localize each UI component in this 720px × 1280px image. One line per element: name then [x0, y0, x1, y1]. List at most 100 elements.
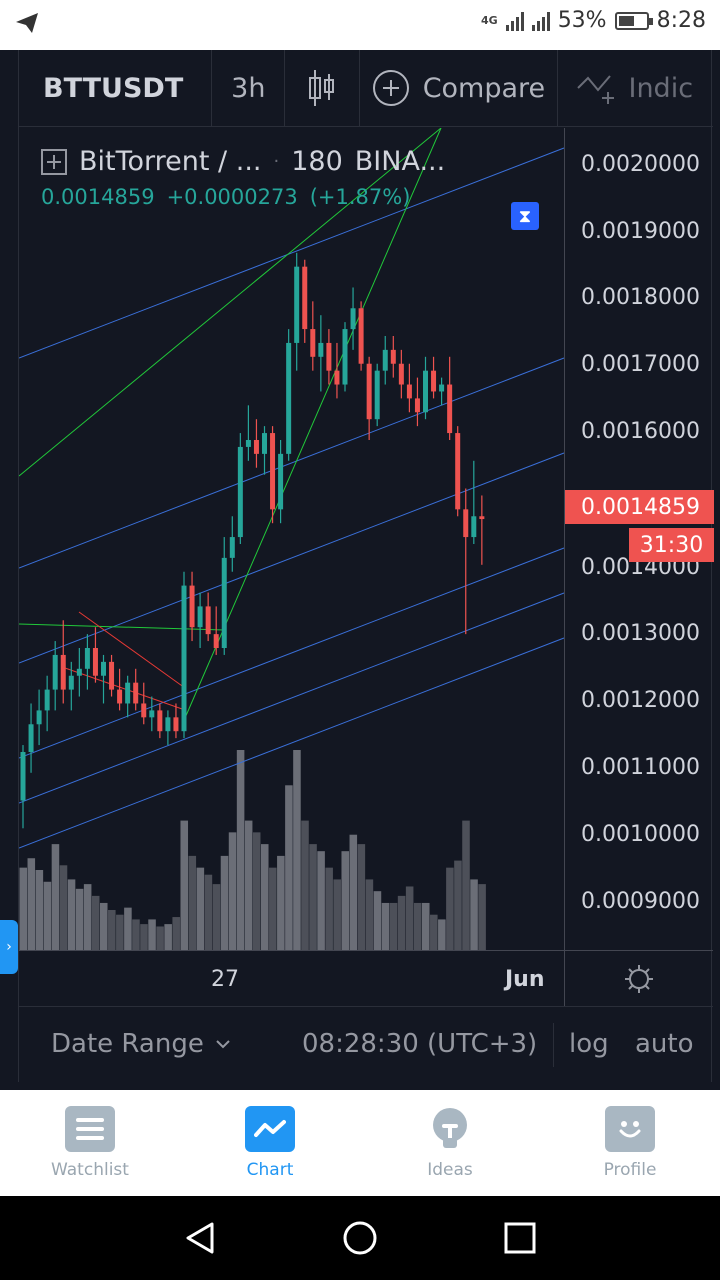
candle-body [92, 648, 98, 676]
bottom-navigation: Watchlist Chart Ideas Profile [0, 1090, 720, 1196]
indicators-label: Indic [628, 72, 694, 104]
volume-bar [244, 820, 253, 950]
trendline-green[interactable] [184, 128, 442, 719]
recents-icon[interactable] [504, 1222, 536, 1254]
chart-settings-button[interactable] [564, 951, 713, 1007]
chart-type-button[interactable] [285, 50, 361, 126]
volume-bar [309, 844, 317, 950]
nav-ideas[interactable]: Ideas [360, 1090, 540, 1196]
symbol-search-button[interactable]: BTTUSDT [19, 50, 213, 126]
side-panel-toggle[interactable]: › [0, 920, 18, 974]
candle-body [406, 384, 412, 399]
volume-bar [333, 879, 341, 950]
nav-label: Profile [603, 1160, 657, 1180]
trendline-red[interactable] [64, 667, 186, 711]
telegram-icon [14, 10, 40, 40]
volume-bar [67, 879, 76, 950]
candle-body [334, 370, 340, 385]
chevron-down-icon [216, 1040, 230, 1049]
compare-button[interactable]: Compare [360, 50, 559, 126]
candle-body [149, 710, 155, 718]
candle-body [20, 752, 26, 801]
hourglass-icon[interactable]: ⧗ [511, 202, 539, 230]
candle-body [262, 433, 267, 454]
trendline-green[interactable] [19, 623, 225, 631]
expand-legend-icon[interactable] [41, 148, 67, 175]
candle-body [270, 433, 276, 510]
nav-label: Watchlist [51, 1160, 129, 1180]
price-tick: 0.0010000 [581, 822, 700, 847]
volume-bar [349, 834, 358, 950]
volume-bar [172, 917, 180, 950]
candle-body [237, 446, 243, 538]
bulb-icon [425, 1106, 475, 1152]
legend-exchange: BINA... [354, 146, 446, 177]
volume-bar [470, 879, 478, 950]
volume-bar [116, 914, 124, 950]
candle-body [431, 370, 437, 392]
volume-bar [357, 844, 366, 950]
channel-line[interactable] [19, 452, 565, 664]
time-tick: Jun [505, 967, 545, 992]
volume-bar [19, 867, 28, 950]
candle-body [44, 689, 50, 711]
price-scale[interactable]: 0.0020000 0.0019000 0.0018000 0.0017000 … [564, 128, 714, 1000]
candle-body [60, 654, 66, 690]
time-tick: 27 [211, 967, 239, 992]
candle-body [253, 440, 259, 454]
timezone-button[interactable]: 08:28:30 (UTC+3) [302, 1029, 538, 1059]
price-tick: 0.0017000 [581, 352, 700, 377]
nav-profile[interactable]: Profile [540, 1090, 720, 1196]
battery-icon [614, 11, 653, 30]
back-icon[interactable] [182, 1220, 218, 1256]
candle-body [181, 585, 187, 732]
candle-body [229, 537, 235, 558]
candle-body [28, 724, 34, 752]
candle-body [189, 585, 195, 628]
auto-scale-button[interactable]: auto [635, 1029, 694, 1059]
volume-bar [301, 820, 309, 950]
smiley-icon [605, 1106, 655, 1152]
signal-icon-2 [531, 11, 550, 31]
volume-bar [212, 884, 221, 950]
network-type: 4G [481, 14, 498, 27]
home-icon[interactable] [342, 1220, 378, 1256]
candle-body [302, 266, 308, 330]
volume-bar [341, 851, 350, 950]
indicators-icon [577, 75, 615, 104]
candle-body [278, 453, 284, 510]
price-chart[interactable] [19, 128, 713, 1000]
channel-line[interactable] [19, 147, 565, 359]
channel-line[interactable] [19, 357, 565, 569]
time-axis[interactable]: 27 Jun [19, 950, 713, 1007]
channel-line[interactable] [19, 637, 565, 849]
volume-bar [204, 874, 213, 950]
nav-chart[interactable]: Chart [180, 1090, 360, 1196]
candle-body [455, 433, 461, 510]
legend-interval: 180 [291, 146, 343, 177]
interval-button[interactable]: 3h [212, 50, 286, 126]
volume-bar [413, 902, 422, 950]
candle-body [294, 266, 300, 343]
trendline-red[interactable] [78, 611, 186, 689]
volume-bar [317, 851, 325, 950]
candle-body [125, 682, 131, 704]
indicators-button[interactable]: Indic [558, 50, 713, 126]
list-icon [65, 1106, 115, 1152]
channel-line[interactable] [19, 592, 565, 804]
date-range-button[interactable]: Date Range [51, 1029, 232, 1059]
log-scale-button[interactable]: log [569, 1029, 609, 1059]
volume-bar [148, 919, 156, 950]
volume-bar [59, 865, 68, 950]
nav-label: Chart [246, 1160, 294, 1180]
candle-body [479, 516, 485, 520]
chart-toolbar: BTTUSDT 3h Compare In [19, 50, 713, 127]
volume-bar [236, 750, 245, 950]
nav-label: Ideas [427, 1160, 473, 1180]
volume-bar [124, 907, 132, 950]
channel-line[interactable] [19, 547, 565, 759]
candle-body [245, 440, 251, 447]
candle-body [84, 648, 90, 669]
trendline-green[interactable] [19, 128, 442, 477]
nav-watchlist[interactable]: Watchlist [0, 1090, 180, 1196]
